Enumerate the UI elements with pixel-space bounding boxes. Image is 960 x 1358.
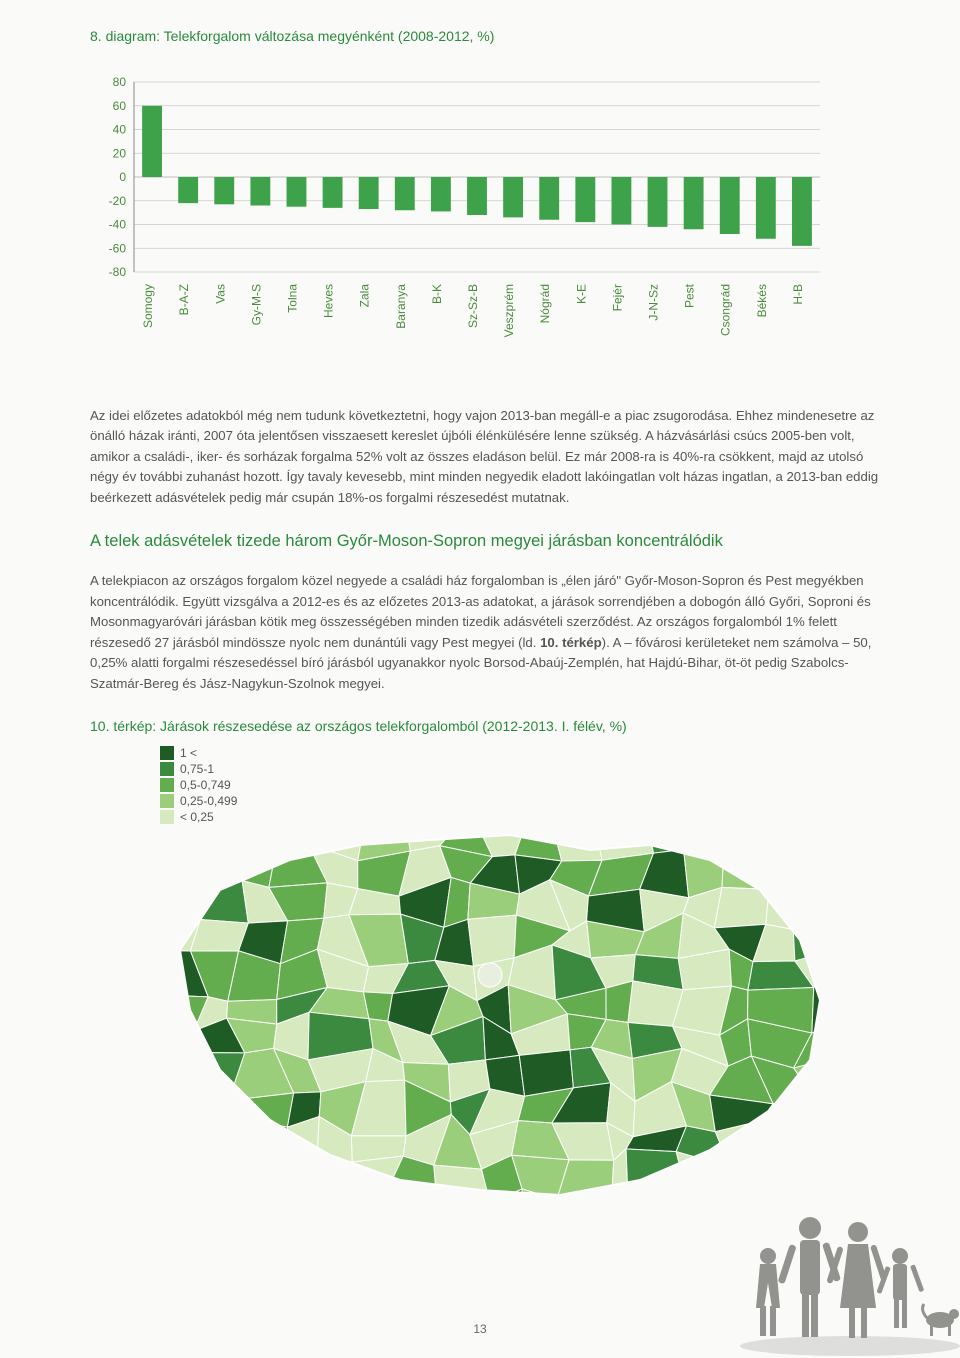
legend-row: 0,75-1 <box>160 762 237 776</box>
map-legend: 1 < 0,75-1 0,5-0,749 0,25-0,499 < 0,25 <box>160 746 237 826</box>
svg-text:-60: -60 <box>109 241 127 255</box>
paragraph-1: Az idei előzetes adatokból még nem tudun… <box>90 406 888 508</box>
legend-swatch <box>160 778 174 792</box>
legend-label: 0,5-0,749 <box>180 778 231 792</box>
svg-text:Heves: Heves <box>322 284 336 318</box>
svg-text:0: 0 <box>119 170 126 184</box>
svg-text:-20: -20 <box>109 194 127 208</box>
svg-text:Pest: Pest <box>683 283 697 308</box>
legend-swatch <box>160 810 174 824</box>
svg-text:Nógrád: Nógrád <box>538 284 552 323</box>
svg-text:H-B: H-B <box>791 284 805 305</box>
map-title: 10. térkép: Járások részesedése az orszá… <box>90 718 888 734</box>
svg-text:Somogy: Somogy <box>141 284 155 328</box>
legend-label: 1 < <box>180 746 197 760</box>
svg-text:80: 80 <box>113 75 127 89</box>
svg-text:Sz-Sz-B: Sz-Sz-B <box>466 284 480 328</box>
bar-chart: -80 -60 -40 -20 0 20 40 60 80 Somogy B-A-Z Vas Gy-M-… <box>90 72 830 392</box>
svg-text:Gy-M-S: Gy-M-S <box>249 284 263 325</box>
svg-text:B-A-Z: B-A-Z <box>177 284 191 315</box>
legend-swatch <box>160 762 174 776</box>
svg-text:Zala: Zala <box>358 284 372 308</box>
svg-text:Békés: Békés <box>755 284 769 317</box>
map-reference: 10. térkép <box>540 635 602 650</box>
legend-swatch <box>160 746 174 760</box>
legend-row: 1 < <box>160 746 237 760</box>
svg-text:Baranya: Baranya <box>394 284 408 329</box>
legend-row: 0,25-0,499 <box>160 794 237 808</box>
svg-text:40: 40 <box>113 123 127 137</box>
svg-text:-80: -80 <box>109 265 127 279</box>
svg-text:20: 20 <box>113 146 127 160</box>
legend-label: 0,25-0,499 <box>180 794 237 808</box>
legend-swatch <box>160 794 174 808</box>
section-heading: A telek adásvételek tizede három Győr-Mo… <box>90 532 888 551</box>
chart-title: 8. diagram: Telekforgalom változása megy… <box>90 28 888 44</box>
legend-row: < 0,25 <box>160 810 237 824</box>
svg-text:-40: -40 <box>109 218 127 232</box>
svg-text:Csongrád: Csongrád <box>719 284 733 336</box>
svg-text:Fejér: Fejér <box>610 284 624 311</box>
footer-illustration <box>730 1148 960 1358</box>
svg-text:Tolna: Tolna <box>285 284 299 313</box>
svg-text:J-N-Sz: J-N-Sz <box>647 284 661 321</box>
svg-text:Vas: Vas <box>213 284 227 304</box>
paragraph-2: A telekpiacon az országos forgalom közel… <box>90 571 888 694</box>
legend-row: 0,5-0,749 <box>160 778 237 792</box>
svg-text:Veszprém: Veszprém <box>502 284 516 337</box>
svg-text:B-K: B-K <box>430 284 444 304</box>
legend-label: 0,75-1 <box>180 762 214 776</box>
svg-text:60: 60 <box>113 99 127 113</box>
svg-text:K-E: K-E <box>574 284 588 304</box>
page-number: 13 <box>473 1322 486 1336</box>
legend-label: < 0,25 <box>180 810 214 824</box>
bar-chart-svg: -80 -60 -40 -20 0 20 40 60 80 Somogy B-A-Z Vas Gy-M-… <box>90 72 830 392</box>
